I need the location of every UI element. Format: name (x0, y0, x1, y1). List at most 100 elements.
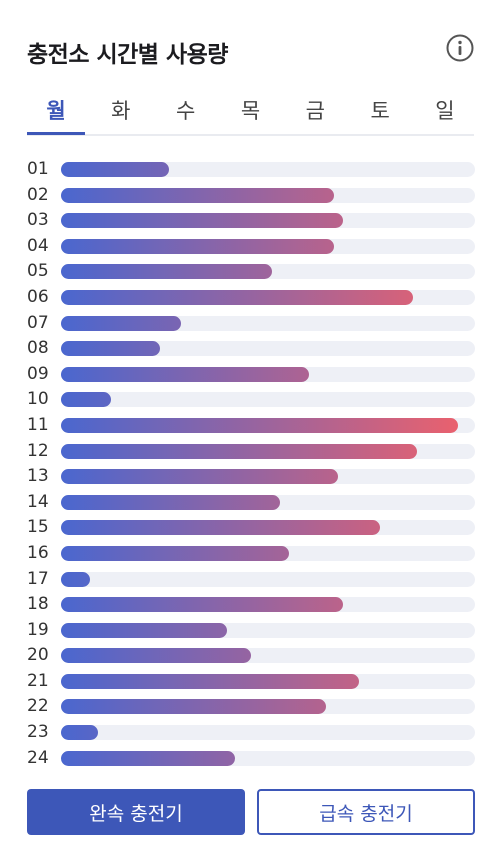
hour-row: 23 (27, 721, 475, 747)
usage-bar (61, 571, 90, 587)
hour-label: 07 (27, 312, 49, 333)
tab-thu[interactable]: 목 (240, 99, 261, 123)
hour-row: 07 (27, 312, 475, 338)
page-title: 충전소 시간별 사용량 (27, 42, 228, 68)
bar-track (61, 494, 475, 510)
hour-row: 08 (27, 337, 475, 363)
usage-bar (61, 289, 413, 305)
hour-row: 22 (27, 695, 475, 721)
usage-bar (61, 187, 335, 203)
info-circle-icon[interactable] (446, 34, 474, 62)
hour-row: 05 (27, 260, 475, 286)
fast-charger-button[interactable]: 급속 충전기 (257, 789, 475, 835)
hour-label: 19 (27, 619, 49, 640)
usage-bar (61, 545, 289, 561)
hour-label: 23 (27, 722, 49, 743)
bar-track (61, 417, 475, 433)
usage-bar (61, 162, 169, 177)
hour-label: 04 (27, 235, 49, 256)
usage-bar (61, 469, 339, 485)
bar-track (61, 264, 475, 280)
hour-row: 04 (27, 235, 475, 261)
usage-bar (61, 238, 335, 254)
hour-row: 03 (27, 209, 475, 235)
usage-bar (61, 597, 343, 613)
usage-bar (61, 725, 99, 741)
hour-row: 20 (27, 644, 475, 670)
hour-label: 10 (27, 389, 49, 410)
hour-row: 18 (27, 593, 475, 619)
tab-wed[interactable]: 수 (175, 99, 196, 123)
bar-track (61, 315, 475, 331)
hour-row: 06 (27, 286, 475, 312)
hour-label: 14 (27, 491, 49, 512)
hour-row: 21 (27, 670, 475, 696)
usage-bar (61, 443, 418, 459)
hour-label: 09 (27, 363, 49, 384)
tab-mon[interactable]: 월 (27, 88, 85, 135)
bar-track (61, 673, 475, 689)
hour-label: 06 (27, 286, 49, 307)
bar-track (61, 213, 475, 229)
usage-bar (61, 366, 310, 382)
tab-sun[interactable]: 일 (435, 99, 455, 123)
hour-label: 02 (27, 184, 49, 205)
tab-tue[interactable]: 화 (111, 99, 131, 123)
bar-track (61, 545, 475, 561)
hour-label: 17 (27, 568, 49, 589)
hour-label: 15 (27, 517, 49, 538)
hour-label: 16 (27, 542, 49, 563)
hour-row: 16 (27, 542, 475, 568)
hour-label: 13 (27, 466, 49, 487)
usage-bar (61, 315, 182, 331)
hour-label: 22 (27, 696, 49, 717)
bar-track (61, 750, 475, 766)
hour-label: 08 (27, 338, 49, 359)
usage-bar (61, 699, 326, 715)
hour-row: 11 (27, 414, 475, 440)
bar-track (61, 341, 475, 357)
bar-track (61, 289, 475, 305)
hour-label: 05 (27, 261, 49, 282)
usage-bar (61, 417, 459, 433)
bar-track (61, 699, 475, 715)
bar-track (61, 648, 475, 664)
bar-track (61, 571, 475, 587)
hour-row: 19 (27, 619, 475, 645)
bar-track (61, 725, 475, 741)
hour-label: 11 (27, 414, 49, 435)
hour-label: 01 (27, 159, 49, 179)
bar-track (61, 238, 475, 254)
hour-label: 21 (27, 670, 49, 691)
usage-bar (61, 520, 380, 536)
bar-track (61, 597, 475, 613)
hour-label: 18 (27, 594, 49, 615)
hour-label: 20 (27, 645, 49, 666)
bar-track (61, 443, 475, 459)
tab-fri[interactable]: 금 (305, 99, 325, 123)
hour-row: 17 (27, 568, 475, 594)
hour-row: 10 (27, 388, 475, 414)
tab-sat[interactable]: 토 (370, 99, 390, 123)
charger-type-buttons: 완속 충전기 급속 충전기 (27, 789, 475, 835)
bar-track (61, 520, 475, 536)
usage-bar (61, 264, 273, 280)
hour-row: 15 (27, 516, 475, 542)
bar-track (61, 622, 475, 638)
usage-bar (61, 622, 227, 638)
hour-row: 01 (27, 158, 475, 184)
hour-row: 14 (27, 491, 475, 517)
hour-label: 03 (27, 210, 49, 231)
hour-label: 24 (27, 747, 49, 768)
header: 충전소 시간별 사용량 (27, 30, 474, 74)
bar-track (61, 187, 475, 203)
bar-track (61, 366, 475, 382)
usage-bar (61, 341, 161, 357)
hour-row: 13 (27, 465, 475, 491)
hour-row: 12 (27, 440, 475, 466)
slow-charger-button[interactable]: 완속 충전기 (27, 789, 245, 835)
hourly-usage-chart: 01 02 03 04 05 06 07 08 09 10 11 12 13 14 15 16 17 18 19 20… (27, 158, 475, 772)
usage-bar (61, 392, 111, 408)
usage-bar (61, 213, 343, 229)
usage-bar (61, 648, 252, 664)
